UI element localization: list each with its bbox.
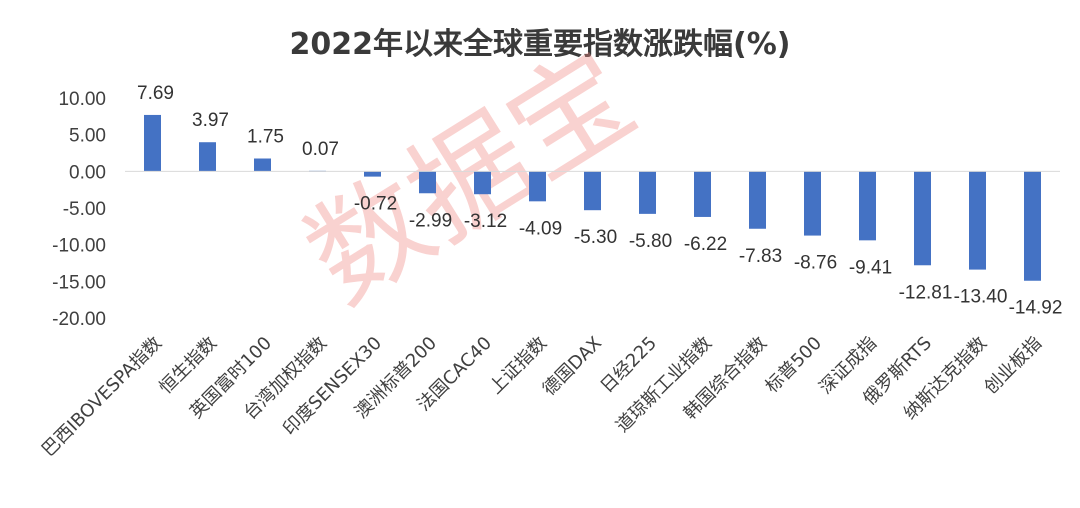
y-tick-label: -10.00 [52, 236, 106, 257]
data-label: -9.41 [849, 257, 892, 278]
data-label: 7.69 [137, 83, 174, 104]
data-label: -0.72 [354, 194, 397, 215]
bar [254, 158, 271, 172]
data-label: -13.40 [954, 287, 1008, 308]
bar [364, 171, 381, 177]
y-tick-label: -15.00 [52, 272, 106, 293]
x-tick-label: 创业板指 [980, 333, 1046, 399]
y-tick-label: -5.00 [63, 199, 106, 220]
data-label: 1.75 [247, 127, 284, 148]
bar [529, 171, 546, 202]
x-tick-label: 道琼斯工业指数 [612, 333, 716, 437]
data-label: -3.12 [464, 211, 507, 232]
data-label: -5.30 [574, 227, 617, 248]
bar [584, 171, 601, 211]
bar [1024, 171, 1041, 281]
x-tick-label: 印度SENSEX30 [279, 333, 386, 440]
bar [419, 171, 436, 194]
bar [474, 171, 491, 195]
x-axis: 巴西IBOVESPA指数恒生指数英国富时100台湾加权指数印度SENSEX30澳… [38, 333, 1046, 461]
data-label: -12.81 [899, 282, 953, 303]
bar [859, 171, 876, 241]
data-label: 0.07 [302, 139, 339, 160]
data-label: -7.83 [739, 246, 782, 267]
chart-title: 2022年以来全球重要指数涨跌幅(%) [290, 27, 791, 62]
bar [639, 171, 656, 214]
bar [199, 142, 216, 172]
bar [914, 171, 931, 266]
bar [749, 171, 766, 229]
y-tick-label: 10.00 [58, 89, 106, 110]
x-tick-label: 巴西IBOVESPA指数 [38, 333, 166, 461]
data-labels: 7.69 3.97 1.75 0.07 -0.72 -2.99 -3.12 -4.09 -5.3… [137, 83, 1062, 319]
data-label: -6.22 [684, 234, 727, 255]
bar [804, 171, 821, 236]
x-tick-label: 德国DAX [539, 333, 606, 400]
bar [694, 171, 711, 217]
data-label: -2.99 [409, 210, 452, 231]
y-tick-label: -20.00 [52, 309, 106, 330]
y-tick-label: 0.00 [69, 162, 106, 183]
bar [969, 171, 986, 270]
y-axis: 10.00 5.00 0.00 -5.00 -10.00 -15.00 -20.00 [52, 89, 106, 330]
data-label: -8.76 [794, 253, 837, 274]
bar [144, 114, 161, 172]
y-tick-label: 5.00 [69, 126, 106, 147]
bars [144, 114, 1041, 281]
data-label: -14.92 [1009, 298, 1063, 319]
x-tick-label: 标普500 [761, 333, 826, 398]
data-label: 3.97 [192, 110, 229, 131]
data-label: -4.09 [519, 218, 562, 239]
data-label: -5.80 [629, 231, 672, 252]
